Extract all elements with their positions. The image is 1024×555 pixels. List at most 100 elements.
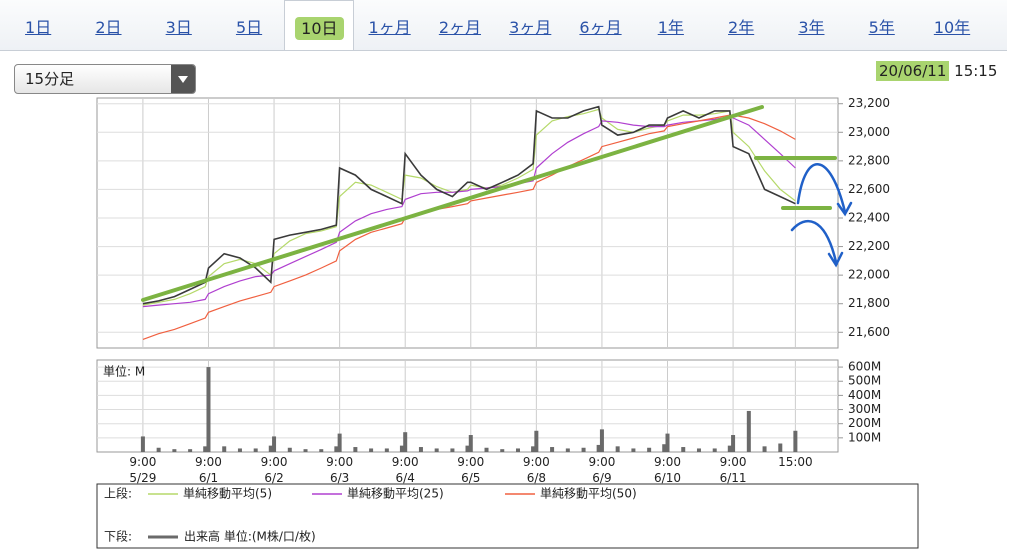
volume-bar bbox=[172, 449, 177, 452]
x-tick-label: 9:00 6/8 bbox=[522, 455, 550, 485]
interval-label: 15分足 bbox=[25, 70, 75, 88]
volume-bar bbox=[484, 447, 489, 452]
y-tick-label: 400M bbox=[848, 388, 881, 402]
tab[interactable]: 1年 bbox=[636, 0, 706, 50]
volume-bar bbox=[399, 445, 404, 452]
volume-bar bbox=[534, 430, 539, 452]
tab[interactable]: 2日 bbox=[73, 0, 143, 50]
volume-bar bbox=[272, 436, 277, 452]
tab-label: 2ヶ月 bbox=[438, 18, 482, 37]
y-tick-label: 600M bbox=[848, 360, 881, 374]
legend-label: 出来高 単位:(M株/口/枚) bbox=[184, 529, 316, 544]
volume-bar bbox=[188, 449, 193, 452]
volume-bar bbox=[237, 448, 242, 452]
volume-unit-label: 単位: M bbox=[103, 364, 145, 379]
volume-bar bbox=[287, 447, 292, 452]
tab-label: 1日 bbox=[25, 18, 52, 37]
volume-bar bbox=[450, 448, 455, 452]
volume-bar bbox=[353, 447, 358, 452]
tab[interactable]: 1日 bbox=[3, 0, 73, 50]
volume-bar bbox=[531, 446, 536, 452]
tab[interactable]: 2年 bbox=[706, 0, 776, 50]
volume-bar bbox=[206, 367, 211, 452]
tab[interactable]: 1ヶ月 bbox=[354, 0, 424, 50]
price-plot-frame bbox=[96, 97, 839, 349]
volume-bar bbox=[434, 448, 439, 452]
trend-annotation bbox=[141, 105, 764, 302]
tab-label: 10日 bbox=[295, 17, 344, 40]
x-tick-label: 9:00 6/4 bbox=[391, 455, 419, 485]
arrow-annotation bbox=[796, 163, 853, 217]
y-tick-label: 22,600 bbox=[848, 182, 890, 196]
tab-label: 10年 bbox=[933, 18, 971, 37]
volume-bar bbox=[500, 449, 505, 452]
volume-bar bbox=[550, 447, 555, 452]
volume-bar bbox=[647, 447, 652, 452]
tab-label: 6ヶ月 bbox=[579, 18, 622, 37]
volume-bar bbox=[222, 446, 227, 452]
volume-bar bbox=[369, 448, 374, 452]
volume-bar bbox=[337, 433, 342, 452]
volume-bar bbox=[465, 445, 470, 452]
volume-bar bbox=[468, 435, 473, 452]
tab-label: 2日 bbox=[95, 18, 122, 37]
volume-bar bbox=[418, 447, 423, 452]
volume-bar bbox=[712, 448, 717, 452]
volume-bar bbox=[565, 448, 570, 452]
tab-bar: 1日 2日 3日 5日 10日 1ヶ月 2ヶ月 3ヶ月 6ヶ月 1年 2年 3年 5年 10年 bbox=[0, 0, 1007, 51]
volume-bar bbox=[681, 447, 686, 452]
y-tick-label: 500M bbox=[848, 374, 881, 388]
x-tick-label: 9:00 6/1 bbox=[194, 455, 222, 485]
legend-label: 単純移動平均(25) bbox=[347, 487, 444, 501]
tab-label: 3日 bbox=[165, 18, 192, 37]
volume-bar bbox=[599, 429, 604, 452]
x-tick-label: 9:00 6/9 bbox=[588, 455, 616, 485]
volume-bar bbox=[581, 447, 586, 452]
tab-label: 1ヶ月 bbox=[368, 18, 411, 37]
volume-bar bbox=[696, 448, 701, 452]
tab[interactable]: 3年 bbox=[776, 0, 846, 50]
time: 15:15 bbox=[954, 62, 998, 80]
volume-bar bbox=[253, 448, 258, 452]
tab[interactable]: 10年 bbox=[917, 0, 987, 50]
tab-label: 3年 bbox=[798, 18, 825, 37]
tab[interactable]: 5日 bbox=[214, 0, 284, 50]
volume-bar bbox=[303, 449, 308, 452]
tab[interactable]: 5年 bbox=[847, 0, 917, 50]
tab[interactable]: 6ヶ月 bbox=[565, 0, 635, 50]
x-tick-label: 9:00 6/11 bbox=[719, 455, 747, 485]
legend-label: 単純移動平均(5) bbox=[183, 487, 272, 501]
volume-bar bbox=[615, 446, 620, 452]
y-tick-label: 22,200 bbox=[848, 239, 890, 253]
volume-bar bbox=[746, 410, 751, 452]
tab[interactable]: 2ヶ月 bbox=[425, 0, 495, 50]
y-tick-label: 21,800 bbox=[848, 296, 890, 310]
volume-bar bbox=[319, 449, 324, 452]
volume-bar bbox=[631, 448, 636, 452]
volume-bar bbox=[403, 432, 408, 452]
dropdown-arrow[interactable] bbox=[171, 65, 195, 93]
tab[interactable]: 10日 bbox=[284, 0, 355, 50]
volume-bar bbox=[203, 446, 208, 452]
y-tick-label: 22,000 bbox=[848, 268, 890, 282]
volume-bar bbox=[731, 435, 736, 452]
tab-label: 5年 bbox=[868, 18, 895, 37]
interval-select[interactable]: 15分足 bbox=[14, 64, 196, 94]
volume-bar bbox=[515, 448, 520, 452]
volume-bar bbox=[156, 447, 161, 452]
volume-bar bbox=[727, 445, 732, 452]
date: 20/06/11 bbox=[876, 61, 950, 81]
y-tick-label: 100M bbox=[848, 430, 881, 444]
tab-label: 5日 bbox=[235, 18, 263, 37]
x-tick-label: 9:00 6/10 bbox=[654, 455, 681, 485]
legend-label: 単純移動平均(50) bbox=[540, 487, 637, 501]
tab-label: 2年 bbox=[728, 18, 755, 37]
legend-title: 下段: bbox=[104, 529, 132, 544]
tab-label: 1年 bbox=[657, 18, 684, 37]
tab[interactable]: 3日 bbox=[144, 0, 214, 50]
x-tick-label: 15:00 bbox=[778, 455, 813, 469]
timestamp: 20/06/11 15:15 bbox=[876, 61, 998, 81]
volume-bar bbox=[334, 446, 339, 452]
tab[interactable]: 3ヶ月 bbox=[495, 0, 565, 50]
